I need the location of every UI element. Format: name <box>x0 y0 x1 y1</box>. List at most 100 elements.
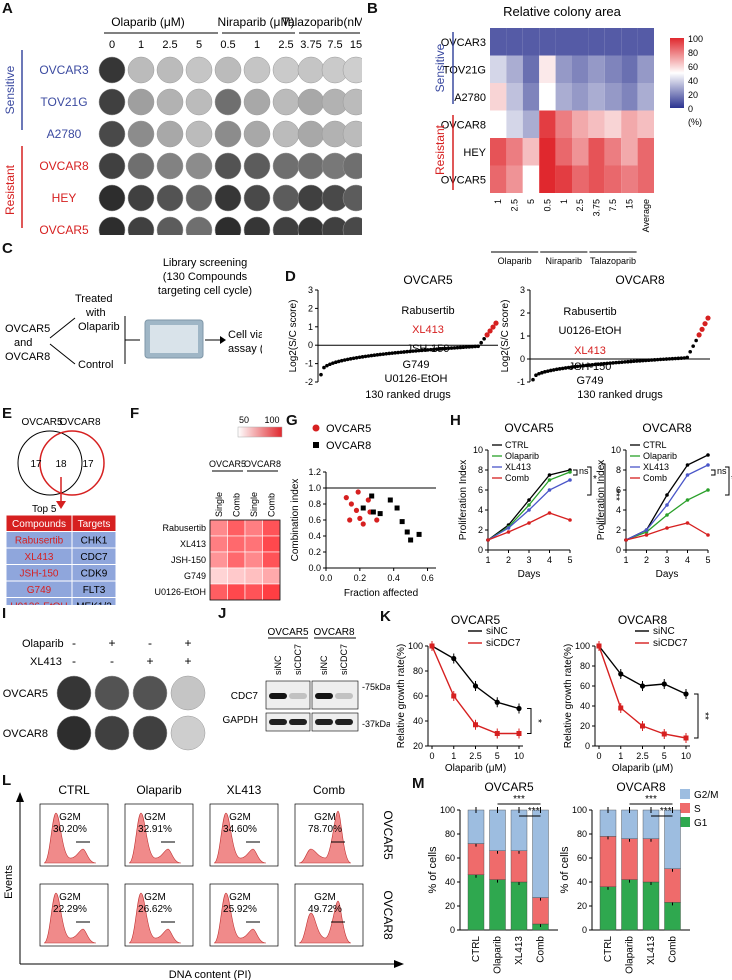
h-sig-label: ns <box>717 466 727 476</box>
panel-b-heatmap: Relative colony area OVCAR3 TOV21G A2780 OV… <box>433 4 703 266</box>
heatmap-cell <box>604 83 622 111</box>
d-ytick-label: -1 <box>517 377 525 387</box>
f-heatmap-cell <box>227 567 246 585</box>
h-xtick-label: 1 <box>623 555 628 565</box>
k-sig-label: * <box>532 719 543 723</box>
m-ytick-label: 80 <box>445 829 455 839</box>
f-heatmap-cell <box>244 583 263 601</box>
heatmap-cell <box>522 110 540 138</box>
m-bar-segment <box>489 850 506 880</box>
heatmap-cell <box>604 165 622 193</box>
e-compound: JSH-150 <box>20 569 59 580</box>
l-histogram <box>298 900 352 944</box>
b-group-label: Niraparib <box>546 256 583 266</box>
h-point <box>665 503 669 507</box>
b-col-label: 5 <box>526 199 536 204</box>
a-dose-label: 5 <box>196 39 202 51</box>
b-row-label: HEY <box>463 147 486 159</box>
d-ytick-label: 2 <box>520 308 525 318</box>
f-heatmap-cell <box>262 567 281 585</box>
colony-well <box>243 120 271 148</box>
g-point-ovcar5 <box>348 501 354 507</box>
i-row-label: OVCAR5 <box>3 688 48 700</box>
heatmap-cell <box>522 83 540 111</box>
h-ylabel: Proliferation Index <box>458 460 469 541</box>
d-point <box>688 349 693 354</box>
heatmap-cell <box>572 55 589 83</box>
g-legend-label: OVCAR8 <box>326 440 371 452</box>
h-point <box>644 528 649 532</box>
d-point <box>661 357 666 362</box>
k-sig-bracket <box>694 693 699 739</box>
h-ylabel: Proliferation Index <box>596 460 607 541</box>
l-histogram <box>128 812 182 864</box>
c-arrow <box>49 343 76 365</box>
m-bar-segment <box>489 879 506 931</box>
h-legend-label: Olaparib <box>643 451 677 461</box>
h-sig-bracket <box>725 466 730 496</box>
m-plot-title: OVCAR5 <box>484 780 534 794</box>
d-drug-label: G749 <box>403 359 430 371</box>
l-histogram <box>298 810 352 864</box>
f-scale-low: 50 <box>239 415 249 425</box>
j-band <box>269 719 287 725</box>
d-point <box>425 348 430 352</box>
m-category-label: CTRL <box>471 936 482 963</box>
d-point <box>691 344 695 348</box>
m-ytick-label: 40 <box>445 877 455 887</box>
h-point <box>547 473 552 477</box>
k-ytick-label: 0 <box>585 741 590 751</box>
m-bar-segment <box>467 843 485 875</box>
colony-well <box>127 152 155 180</box>
f-row-label: U0126-EtOH <box>154 587 206 597</box>
d-point <box>399 350 403 355</box>
k-ytick-label: 40 <box>580 701 590 711</box>
d-point <box>699 326 705 332</box>
d-point <box>443 346 448 351</box>
k-ytick-label: 60 <box>413 691 423 701</box>
f-heatmap-cell <box>209 583 228 601</box>
k-legend-label: siNC <box>486 626 508 637</box>
heatmap-cell <box>522 28 540 56</box>
d-point <box>381 352 386 356</box>
d-point <box>596 362 601 366</box>
h-xtick-label: 2 <box>644 555 649 565</box>
l-ylabel: Events <box>3 865 15 899</box>
colony-well <box>243 56 271 84</box>
h-legend-label: CTRL <box>505 440 529 450</box>
k-xlabel: Olaparib (μM) <box>445 763 506 773</box>
d-point <box>440 346 445 351</box>
colony-well <box>185 120 213 148</box>
l-row-label: OVCAR5 <box>381 810 395 860</box>
h-point <box>506 526 511 530</box>
d-point <box>646 358 651 363</box>
d-point <box>366 354 371 358</box>
a-group-resistant: Resistant <box>3 164 17 215</box>
g-ytick-label: 0.8 <box>308 499 321 509</box>
heatmap-cell <box>555 138 572 166</box>
d-point <box>664 357 669 361</box>
panel-label-c: C <box>2 240 13 257</box>
g-point-ovcar8 <box>387 497 393 503</box>
k-xtick-label: 0 <box>596 751 601 761</box>
m-ylabel: % of cells <box>559 846 571 894</box>
colony-well <box>132 715 168 751</box>
b-col-label: Average <box>641 199 651 232</box>
k-xtick-label: 10 <box>514 751 524 761</box>
d-ytick-label: 3 <box>520 285 525 295</box>
d-point <box>354 355 359 360</box>
h-point <box>685 473 690 477</box>
l-gate-label: G2M <box>59 812 81 823</box>
m-bar-segment <box>664 809 681 869</box>
heatmap-cell <box>604 55 622 83</box>
e-compound: U0126-EtOH <box>10 602 67 606</box>
m-category-label: Comb <box>668 936 679 963</box>
d-point <box>655 357 660 362</box>
g-ytick-label: 1.0 <box>308 483 321 493</box>
l-gate-value: 34.60% <box>223 824 257 835</box>
d-point <box>458 345 463 350</box>
d-ylabel: Log2(S/C score) <box>288 300 299 373</box>
k-ylabel: Relative growth rate(%) <box>563 644 574 748</box>
d-point <box>546 369 550 373</box>
d-point <box>387 351 392 356</box>
